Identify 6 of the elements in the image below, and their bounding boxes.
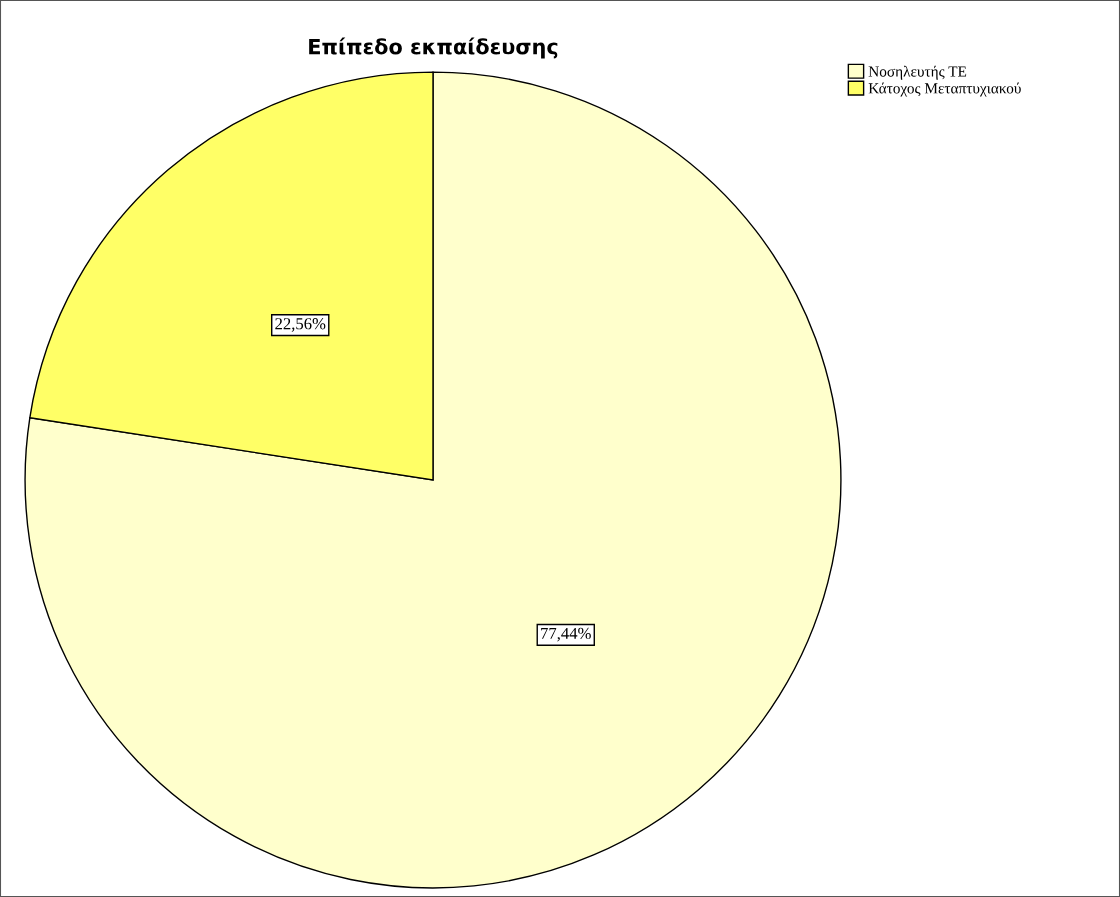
pie-slice bbox=[24, 71, 842, 889]
data-label: 77,44% bbox=[541, 627, 591, 642]
legend-label: Κάτοχος Μεταπτυχιακού bbox=[868, 82, 1021, 97]
chart-title: Επίπεδο εκπαίδευσης bbox=[309, 37, 558, 59]
legend-label: Νοσηλευτής ΤΕ bbox=[868, 65, 967, 80]
data-label: 22,56% bbox=[275, 318, 326, 332]
